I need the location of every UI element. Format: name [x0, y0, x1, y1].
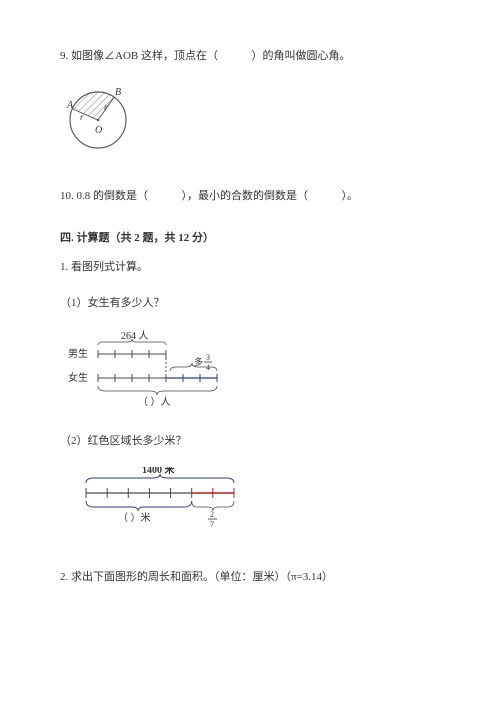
d1-row1-label: 男生 — [68, 347, 88, 360]
d1-bottom-blank: （ ）人 — [138, 396, 171, 408]
q4-1-part2-label: （2）红色区域长多少米？ — [60, 433, 440, 451]
diagram2-svg: 1400 米 （ ）米 2 7 — [66, 467, 266, 539]
d1-row2-label: 女生 — [68, 371, 88, 384]
q10-text-c: ）。 — [342, 190, 359, 202]
d2-frac-den: 7 — [210, 520, 214, 529]
q4-1-diagram1: 264 人 男生 多 3 4 女生 — [66, 329, 440, 416]
q4-1-stem: 1. 看图列式计算。 — [60, 259, 440, 277]
d2-bottom-blank: （ ）米 — [118, 511, 151, 524]
question-4-1: 1. 看图列式计算。 （1）女生有多少人？ 264 人 男生 多 3 4 — [60, 259, 440, 545]
label-O: O — [95, 125, 102, 136]
question-9: 9. 如图像∠AOB 这样，顶点在（ ）的角叫做圆心角。 A B O r r — [60, 48, 440, 164]
section-4-title: 四. 计算题（共 2 题，共 12 分） — [60, 230, 440, 248]
d2-top-value: 1400 米 — [142, 467, 176, 476]
q9-text-before: 9. 如图像∠AOB 这样，顶点在（ — [60, 50, 218, 62]
q4-1-diagram2: 1400 米 （ ）米 2 7 — [66, 467, 440, 546]
q9-text-after: ）的角叫做圆心角。 — [251, 50, 350, 62]
d2-frac-num: 2 — [210, 510, 214, 519]
label-r1: r — [80, 112, 84, 122]
d1-frac-num: 3 — [206, 353, 210, 362]
label-r2: r — [104, 102, 108, 112]
label-B: B — [115, 87, 121, 98]
d1-prefix: 多 — [194, 356, 203, 367]
q9-circle-diagram: A B O r r — [60, 80, 440, 165]
question-4-2: 2. 求出下面图形的周长和面积。（单位：厘米）（π=3.14） — [60, 569, 440, 587]
question-9-text: 9. 如图像∠AOB 这样，顶点在（ ）的角叫做圆心角。 — [60, 48, 440, 66]
q10-text-b: ），最小的合数的倒数是（ — [182, 190, 309, 202]
d1-frac-den: 4 — [206, 363, 210, 372]
circle-angle-svg: A B O r r — [60, 80, 150, 158]
q10-text-a: 10. 0.8 的倒数是（ — [60, 190, 148, 202]
q4-2-stem: 2. 求出下面图形的周长和面积。（单位：厘米）（π=3.14） — [60, 571, 333, 583]
d1-top-value: 264 人 — [121, 330, 149, 342]
question-10: 10. 0.8 的倒数是（ ），最小的合数的倒数是（ ）。 — [60, 188, 440, 206]
q4-1-part1-label: （1）女生有多少人？ — [60, 295, 440, 313]
label-A: A — [66, 100, 74, 111]
diagram1-svg: 264 人 男生 多 3 4 女生 — [66, 329, 266, 409]
